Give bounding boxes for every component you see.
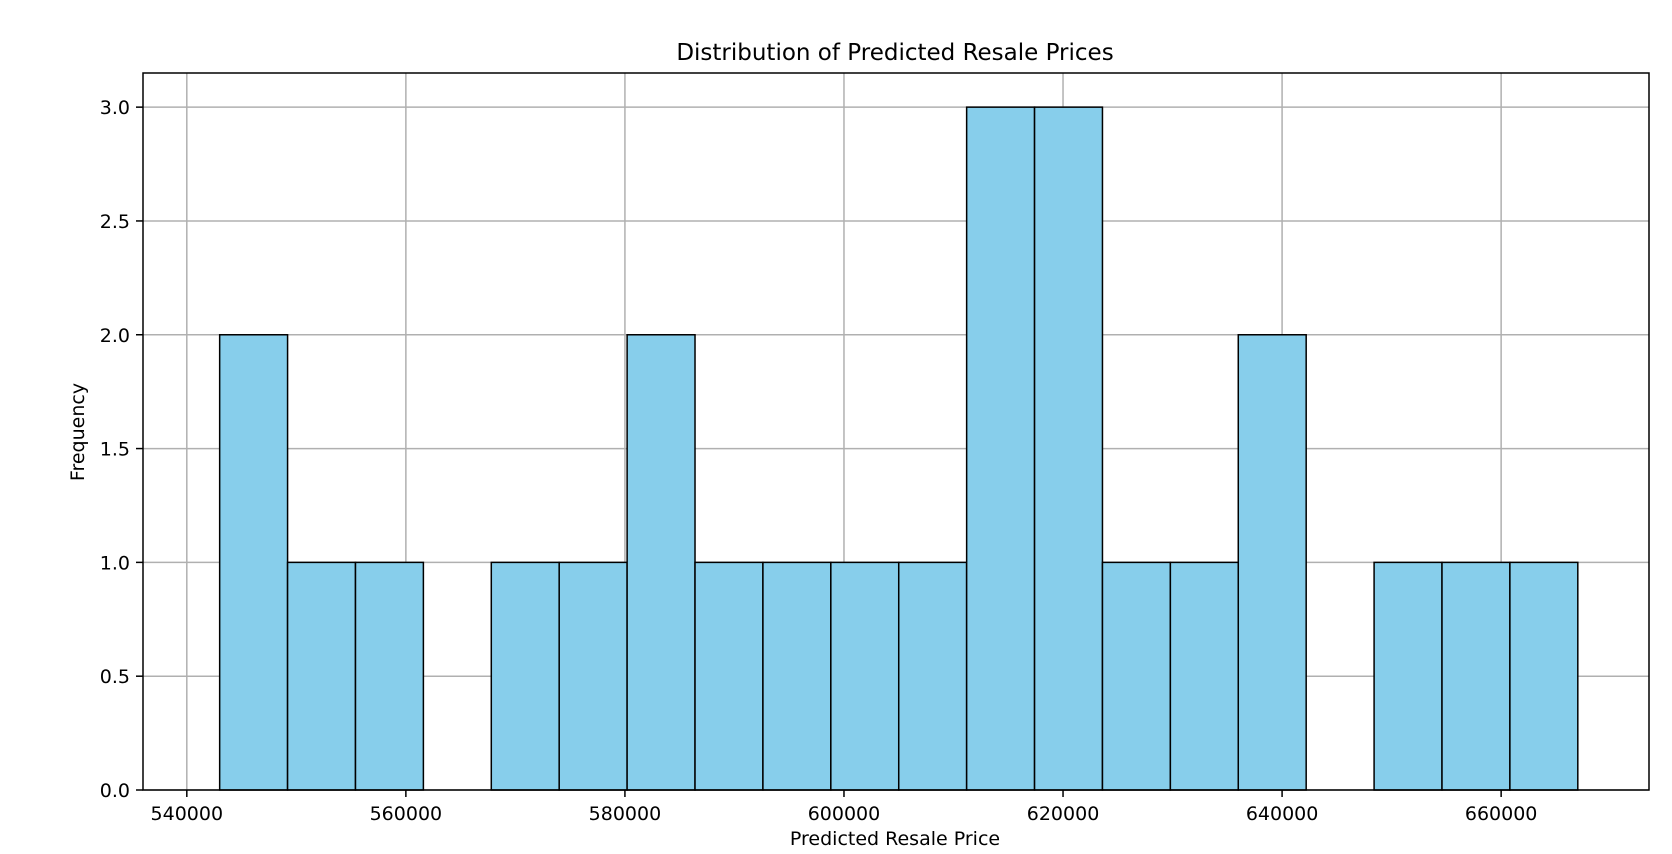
histogram-bar	[965, 106, 1036, 791]
histogram-bar	[558, 561, 628, 791]
y-axis-label: Frequency	[67, 383, 89, 481]
histogram-bar	[354, 561, 425, 791]
histogram-bar	[1101, 561, 1172, 791]
histogram-bar	[1237, 334, 1307, 791]
histogram-bar	[626, 334, 696, 791]
x-tick-label: 540000	[151, 803, 224, 825]
x-tick-label: 600000	[808, 803, 881, 825]
x-tick-label: 640000	[1246, 803, 1319, 825]
histogram-bar	[286, 561, 357, 791]
histogram-bar	[1033, 106, 1104, 791]
histogram-bar	[694, 561, 764, 791]
histogram-bar	[490, 561, 560, 791]
x-axis-ticks: 540000 560000 580000 600000 620000 640000 6600…	[151, 790, 1538, 825]
y-tick-label: 0.5	[100, 666, 130, 688]
plot-frame	[142, 72, 1650, 791]
y-tick-label: 2.5	[100, 211, 130, 233]
histogram-bar	[218, 334, 289, 791]
histogram-bar	[1169, 561, 1240, 791]
y-tick-label: 1.5	[100, 439, 130, 461]
histogram-bar	[1509, 561, 1579, 791]
y-axis-ticks: 0.0 0.5 1.0 1.5 2.0 2.5 3.0	[100, 97, 143, 802]
y-tick-label: 2.0	[100, 325, 130, 347]
x-tick-label: 580000	[589, 803, 662, 825]
y-tick-label: 0.0	[100, 780, 130, 802]
histogram-bar	[1373, 561, 1443, 791]
histogram-bar	[1441, 561, 1511, 791]
histogram-bar	[762, 561, 832, 791]
histogram-bars	[218, 106, 1579, 791]
histogram-bar	[897, 561, 968, 791]
y-tick-label: 1.0	[100, 552, 130, 574]
histogram-bar	[830, 561, 900, 791]
x-tick-label: 660000	[1465, 803, 1538, 825]
chart-title: Distribution of Predicted Resale Prices	[676, 40, 1113, 66]
x-tick-label: 560000	[370, 803, 443, 825]
x-tick-label: 620000	[1027, 803, 1100, 825]
y-tick-label: 3.0	[100, 97, 130, 119]
x-axis-label: Predicted Resale Price	[790, 828, 1000, 850]
